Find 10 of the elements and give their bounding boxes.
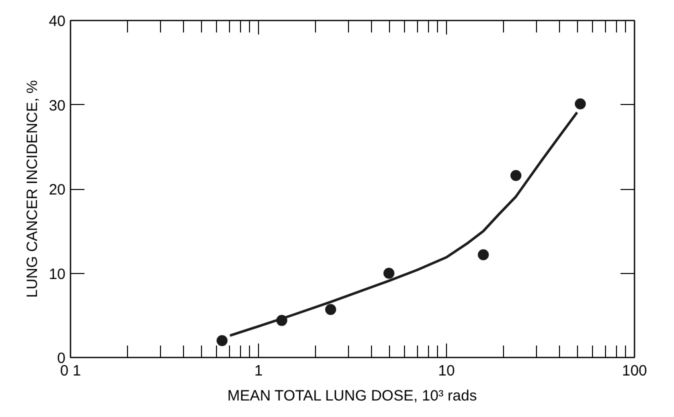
y-tick-label: 10	[48, 266, 66, 283]
x-tick-label: 0 1	[60, 362, 81, 380]
y-tick-label: 40	[48, 13, 66, 30]
x-tick-label: 100	[622, 362, 648, 380]
y-tick-label: 30	[48, 97, 66, 114]
x-axis-title: MEAN TOTAL LUNG DOSE, 10³ rads	[227, 388, 477, 404]
x-tick-label: 10	[438, 362, 455, 380]
y-axis-title: LUNG CANCER INCIDENCE, %	[24, 80, 41, 298]
y-tick-label: 20	[48, 182, 66, 198]
x-tick-label: 1	[254, 362, 263, 380]
